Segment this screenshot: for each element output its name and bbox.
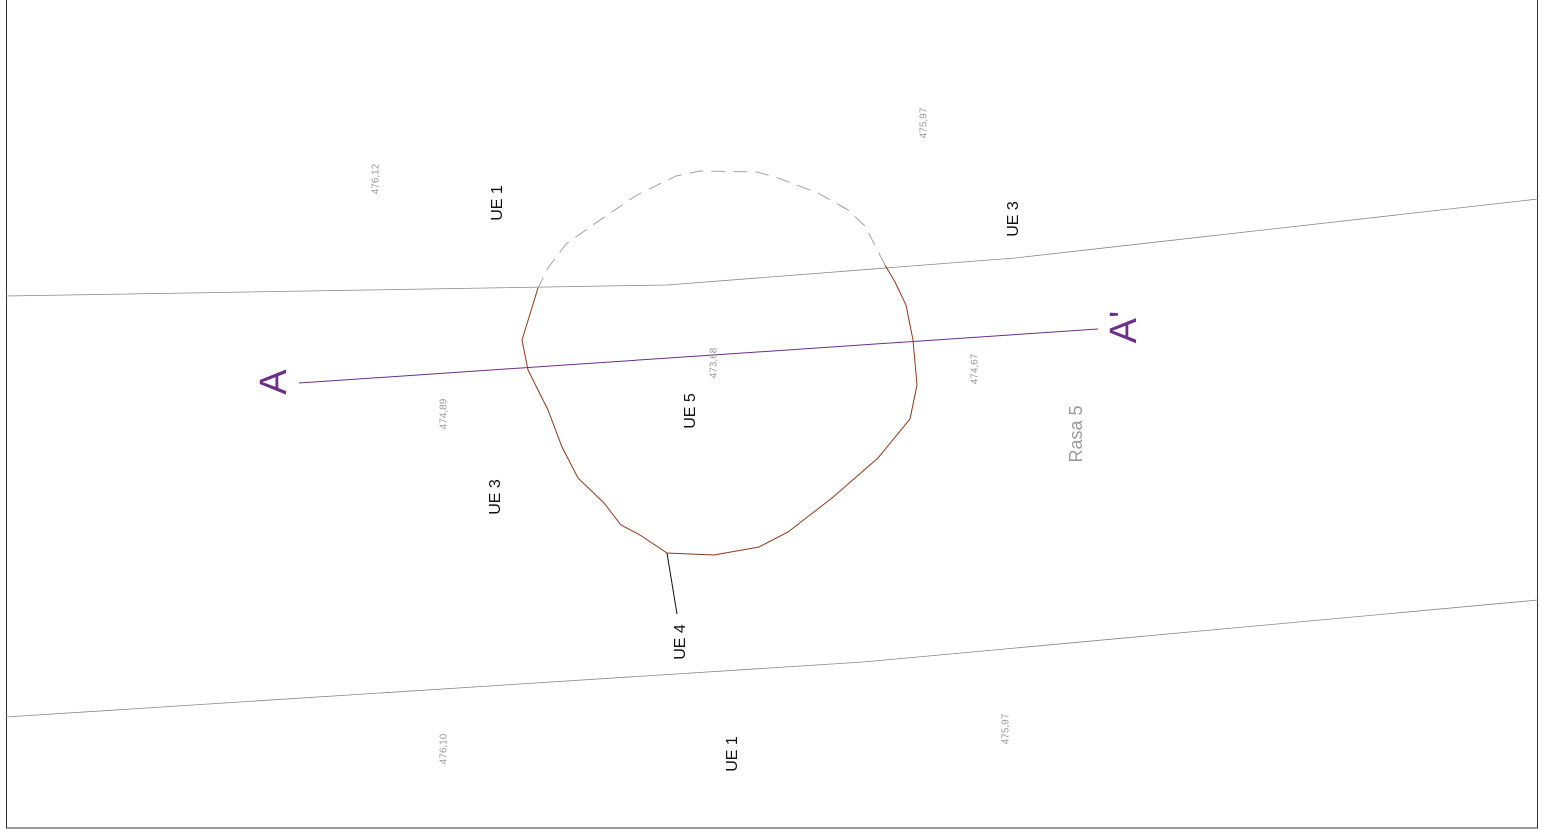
- pit-outline: [521, 264, 918, 556]
- layer-label: Rasa 5: [1066, 405, 1086, 462]
- section-label: A': [1103, 311, 1145, 344]
- elevation-label: 473,68: [709, 347, 720, 378]
- elevation-label: 475,97: [919, 107, 930, 138]
- elevation-label: 475,97: [1001, 713, 1012, 744]
- frame: [6, 0, 1538, 829]
- unit-label: UE 1: [489, 185, 506, 221]
- unit-label: UE 3: [1005, 201, 1022, 237]
- unit-label: UE 5: [682, 393, 699, 429]
- unit-label: UE 3: [487, 479, 504, 515]
- unit-label: UE 1: [724, 736, 741, 772]
- elevation-label: 476,10: [439, 733, 450, 764]
- lower-boundary: [5, 599, 1539, 718]
- section-line: [298, 328, 1099, 384]
- unit-label: UE 4: [672, 624, 689, 660]
- upper-boundary: [5, 198, 1539, 297]
- leader-line: [666, 552, 678, 615]
- elevation-label: 474,67: [970, 353, 981, 384]
- pit-outline-hidden: [537, 170, 886, 289]
- elevation-label: 476,12: [371, 163, 382, 194]
- elevation-label: 474,89: [439, 398, 450, 429]
- section-label: A: [253, 369, 295, 395]
